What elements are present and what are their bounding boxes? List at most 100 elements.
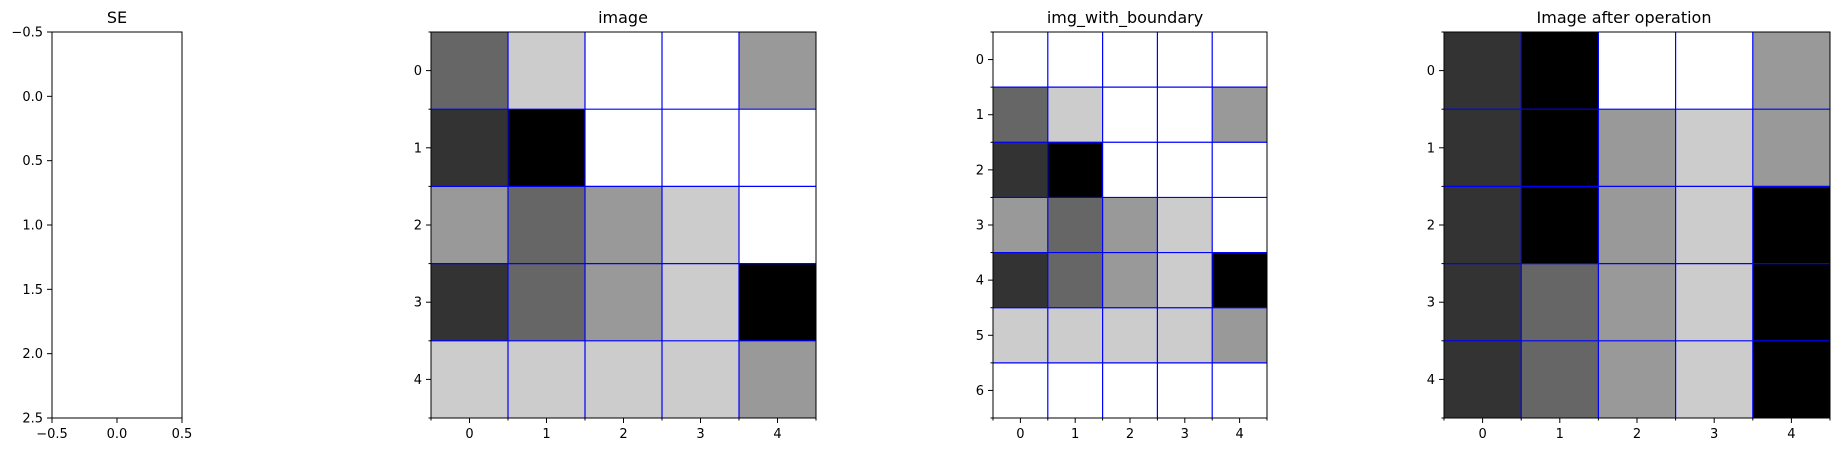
plot-area-se: −0.5 0.0 0.5 −0.5 0.0 0.5 1.0 1.5 2.0 2.5 [11,26,192,443]
y-tick-label-image-after-operation-0: 0 [1427,64,1435,79]
y-tick-label-se-2: 0.5 [22,154,43,169]
heatmap-cell-image-after-operation-r4-c4 [1752,340,1831,419]
heatmap-cell-img-with-boundary-r2-c2 [1102,142,1158,198]
heatmap-cell-img-with-boundary-r6-c4 [1212,362,1268,419]
y-tick-label-se-0: −0.5 [11,26,43,41]
x-tick-label-img-with-boundary-1: 1 [1071,427,1079,442]
heatmap-cell-image-after-operation-r0-c4 [1752,32,1831,110]
heatmap-cell-image-after-operation-r1-c4 [1752,109,1831,187]
x-tick-label-image-after-operation-4: 4 [1787,427,1795,442]
heatmap-cell-img-with-boundary-r3-c3 [1157,197,1213,254]
heatmap-cell-img-with-boundary-r0-c1 [1047,32,1104,88]
x-tick-label-image-0: 0 [465,427,473,442]
y-tick-label-image-2: 2 [414,219,422,234]
plot-area-img-with-boundary: 0 1 2 3 4 0 1 2 3 4 5 6 [976,31,1268,442]
heatmap-cell-image-r2-c2 [585,186,663,265]
heatmap-cell-image-after-operation-r4-c3 [1675,340,1754,419]
heatmap-cell-img-with-boundary-r5-c4 [1212,307,1268,364]
heatmap-cell-image-after-operation-r1-c1 [1521,109,1599,187]
heatmap-cell-image-after-operation-r2-c4 [1752,186,1831,265]
heatmap-cell-image-after-operation-r4-c2 [1598,340,1677,419]
heatmap-cell-img-with-boundary-r2-c1 [1047,142,1104,198]
heatmap-cell-image-after-operation-r4-c0 [1444,340,1522,419]
x-tick-label-img-with-boundary-4: 4 [1235,427,1243,442]
y-tick-label-image-1: 1 [414,141,422,156]
heatmap-cell-img-with-boundary-r3-c4 [1212,197,1268,254]
y-tick-label-img-with-boundary-4: 4 [976,274,984,289]
heatmap-cell-image-after-operation-r3-c3 [1675,263,1754,342]
heatmap-cell-img-with-boundary-r5-c2 [1102,307,1158,364]
y-tick-label-image-after-operation-3: 3 [1427,296,1435,311]
x-tick-label-img-with-boundary-0: 0 [1016,427,1024,442]
y-tick-label-se-1: 0.0 [22,90,43,105]
heatmap-cell-image-r0-c1 [508,32,586,110]
heatmap-cell-image-r0-c4 [739,32,817,110]
heatmap-cell-image-r0-c2 [585,32,663,110]
heatmap-cell-image-after-operation-r2-c3 [1675,186,1754,265]
y-tick-label-img-with-boundary-0: 0 [976,53,984,68]
heatmap-cell-img-with-boundary-r1-c0 [993,87,1049,143]
heatmap-cell-image-r4-c2 [585,340,663,419]
x-tick-label-se-2: 0.5 [172,427,193,442]
heatmap-cell-img-with-boundary-r3-c0 [993,197,1049,254]
y-tick-label-se-3: 1.0 [22,219,43,234]
heatmap-cell-img-with-boundary-r0-c4 [1212,32,1268,88]
y-tick-label-image-after-operation-4: 4 [1427,373,1435,388]
heatmap-cell-img-with-boundary-r4-c2 [1102,252,1158,309]
heatmap-cell-image-r0-c3 [662,32,740,110]
heatmap-cell-image-r1-c1 [508,109,586,187]
heatmap-cell-image-r2-c4 [739,186,817,265]
heatmap-cell-image-after-operation-r0-c1 [1521,32,1599,110]
heatmap-cell-image-r2-c1 [508,186,586,265]
y-tick-label-se-4: 1.5 [22,283,43,298]
y-tick-label-img-with-boundary-5: 5 [976,329,984,344]
chart-title-se: SE [107,8,127,27]
heatmap-cell-img-with-boundary-r3-c1 [1047,197,1104,254]
heatmap-cell-se-r0-c0 [52,32,183,162]
heatmap-cell-image-r4-c3 [662,340,740,419]
heatmap-cell-image-r3-c0 [431,263,509,342]
heatmap-cell-image-after-operation-r1-c0 [1444,109,1522,187]
x-tick-label-image-1: 1 [542,427,550,442]
heatmap-cell-image-r1-c3 [662,109,740,187]
plot-area-image: 0 1 2 3 4 0 1 2 3 4 [414,31,817,442]
heatmap-cell-image-after-operation-r2-c2 [1598,186,1677,265]
y-tick-label-image-3: 3 [414,296,422,311]
chart-title-image: image [598,8,648,27]
heatmap-cell-image-r0-c0 [431,32,509,110]
heatmap-cell-image-after-operation-r1-c2 [1598,109,1677,187]
y-tick-label-img-with-boundary-6: 6 [976,384,984,399]
heatmap-cell-img-with-boundary-r6-c1 [1047,362,1104,419]
plot-area-image-after-operation: 0 1 2 3 4 0 1 2 3 4 [1427,31,1831,442]
heatmap-cell-img-with-boundary-r4-c4 [1212,252,1268,309]
y-tick-label-image-4: 4 [414,373,422,388]
x-tick-label-image-4: 4 [773,427,781,442]
panel-se: SE −0.5 0.0 0.5 −0.5 0.0 0.5 1.0 1.5 2.0 2.5 [11,8,192,442]
heatmap-cell-image-r2-c3 [662,186,740,265]
heatmap-cell-img-with-boundary-r0-c2 [1102,32,1158,88]
panel-image: image 0 1 2 3 4 0 1 2 3 4 [414,8,817,442]
heatmap-cell-img-with-boundary-r3-c2 [1102,197,1158,254]
heatmap-cell-img-with-boundary-r5-c1 [1047,307,1104,364]
heatmap-cell-img-with-boundary-r0-c0 [993,32,1049,88]
x-tick-label-image-after-operation-0: 0 [1478,427,1486,442]
x-tick-label-image-after-operation-1: 1 [1556,427,1564,442]
heatmap-cell-img-with-boundary-r4-c1 [1047,252,1104,309]
x-tick-label-image-after-operation-2: 2 [1633,427,1641,442]
heatmap-cell-image-after-operation-r3-c4 [1752,263,1831,342]
y-tick-label-img-with-boundary-2: 2 [976,163,984,178]
heatmap-cell-image-r4-c0 [431,340,509,419]
heatmap-cell-image-r3-c3 [662,263,740,342]
y-tick-label-image-after-operation-1: 1 [1427,141,1435,156]
heatmap-cell-image-r1-c0 [431,109,509,187]
heatmap-cell-img-with-boundary-r4-c3 [1157,252,1213,309]
heatmap-cell-image-after-operation-r1-c3 [1675,109,1754,187]
x-tick-label-img-with-boundary-2: 2 [1126,427,1134,442]
x-tick-label-image-2: 2 [619,427,627,442]
chart-title-image-after-operation: Image after operation [1537,8,1712,27]
heatmap-cell-img-with-boundary-r6-c2 [1102,362,1158,419]
heatmap-cell-img-with-boundary-r1-c2 [1102,87,1158,143]
heatmap-cell-image-after-operation-r0-c3 [1675,32,1754,110]
heatmap-cell-image-r4-c4 [739,340,817,419]
